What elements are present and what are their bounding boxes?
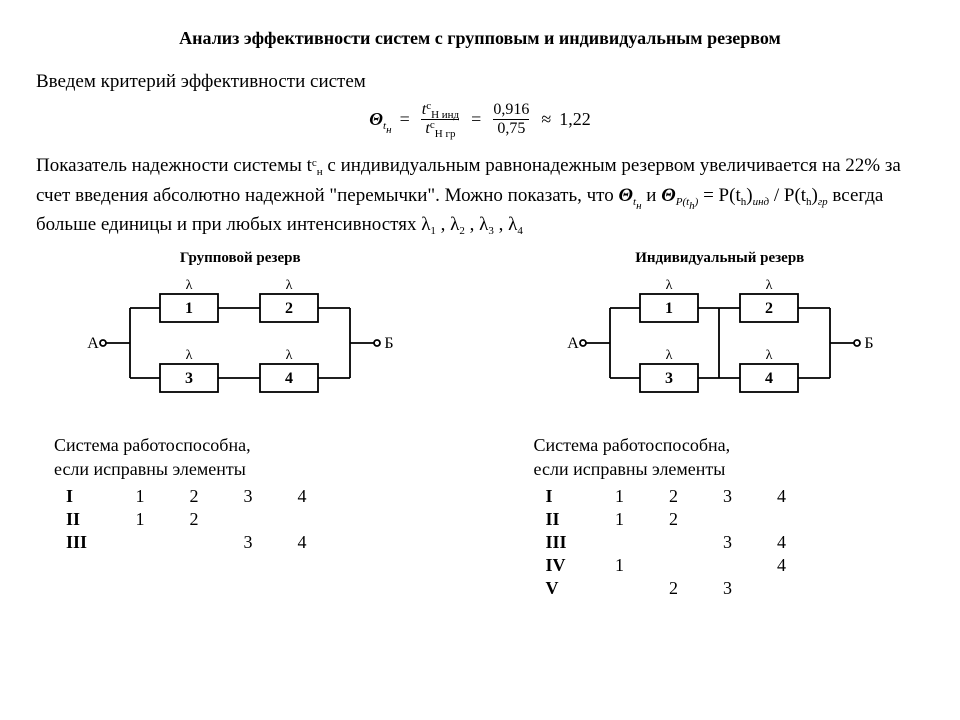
- svg-text:λ: λ: [186, 278, 193, 293]
- state-roman: III: [546, 531, 604, 554]
- state-cell: [712, 554, 766, 577]
- svg-text:1: 1: [665, 300, 673, 317]
- table-row: I1234: [546, 485, 820, 508]
- table-row: I1234: [66, 485, 340, 508]
- individual-states-table: I1234II12III34IV14V23: [546, 485, 820, 600]
- state-cell: 3: [712, 531, 766, 554]
- diagrams-row: Групповой резерв: [36, 250, 924, 601]
- svg-text:λ: λ: [286, 348, 293, 363]
- group-reserve-diagram: А Б 1 2 3 4 λ λ λ λ: [75, 273, 405, 423]
- state-cell: 2: [658, 577, 712, 600]
- state-roman: III: [66, 531, 124, 554]
- table-row: V 23: [546, 577, 820, 600]
- individual-caption: Система работоспособна, если исправны эл…: [534, 433, 924, 482]
- state-cell: 2: [658, 485, 712, 508]
- state-roman: V: [546, 577, 604, 600]
- state-cell: [604, 531, 658, 554]
- equals-2: =: [471, 109, 481, 130]
- equals-1: =: [400, 109, 410, 130]
- explanation-paragraph: Показатель надежности системы tсн с инди…: [36, 151, 924, 239]
- svg-text:λ: λ: [186, 348, 193, 363]
- svg-text:4: 4: [765, 370, 773, 387]
- state-cell: 4: [286, 485, 340, 508]
- svg-text:А: А: [567, 335, 579, 352]
- svg-text:λ: λ: [765, 348, 772, 363]
- svg-text:2: 2: [765, 300, 773, 317]
- state-cell: [178, 531, 232, 554]
- state-cell: [124, 531, 178, 554]
- table-row: II12: [66, 508, 340, 531]
- state-roman: I: [546, 485, 604, 508]
- state-cell: 3: [232, 531, 286, 554]
- individual-reserve-title: Индивидуальный резерв: [516, 250, 924, 267]
- state-cell: 2: [178, 485, 232, 508]
- state-cell: 2: [178, 508, 232, 531]
- svg-text:Б: Б: [864, 335, 873, 352]
- page: Анализ эффективности систем с групповым …: [0, 0, 960, 720]
- state-roman: II: [546, 508, 604, 531]
- state-cell: 1: [604, 485, 658, 508]
- group-reserve-title: Групповой резерв: [36, 250, 444, 267]
- state-cell: [712, 508, 766, 531]
- state-roman: II: [66, 508, 124, 531]
- state-cell: [766, 508, 820, 531]
- theta-symbol: Θtн: [369, 109, 391, 130]
- table-row: III 34: [66, 531, 340, 554]
- efficiency-formula: Θtн = tсН инд tсН гр = 0,916 0,75 ≈ 1,22: [36, 101, 924, 137]
- svg-text:3: 3: [665, 370, 673, 387]
- state-cell: 1: [604, 554, 658, 577]
- formula-result: 1,22: [559, 109, 591, 130]
- state-cell: 4: [286, 531, 340, 554]
- state-cell: 2: [658, 508, 712, 531]
- state-cell: 3: [712, 577, 766, 600]
- svg-text:2: 2: [285, 300, 293, 317]
- fraction-numeric: 0,916 0,75: [489, 101, 533, 137]
- state-cell: [604, 577, 658, 600]
- table-row: II12: [546, 508, 820, 531]
- node-b-label: Б: [385, 335, 394, 352]
- table-row: III 34: [546, 531, 820, 554]
- group-reserve-column: Групповой резерв: [36, 250, 444, 601]
- group-states-table: I1234II12III34: [66, 485, 340, 554]
- state-cell: [232, 508, 286, 531]
- state-cell: 4: [766, 554, 820, 577]
- fraction-symbolic: tсН инд tсН гр: [418, 101, 463, 137]
- svg-text:3: 3: [185, 370, 193, 387]
- state-roman: I: [66, 485, 124, 508]
- state-cell: [766, 577, 820, 600]
- state-cell: 1: [604, 508, 658, 531]
- approx-symbol: ≈: [541, 109, 551, 130]
- state-cell: [658, 531, 712, 554]
- svg-text:λ: λ: [665, 348, 672, 363]
- state-cell: 4: [766, 531, 820, 554]
- svg-text:4: 4: [285, 370, 293, 387]
- state-cell: 1: [124, 485, 178, 508]
- node-a-label: А: [87, 335, 99, 352]
- svg-text:λ: λ: [765, 278, 772, 293]
- page-title: Анализ эффективности систем с групповым …: [36, 28, 924, 49]
- state-cell: 1: [124, 508, 178, 531]
- individual-reserve-column: Индивидуальный резерв: [516, 250, 924, 601]
- state-cell: 3: [712, 485, 766, 508]
- state-cell: 3: [232, 485, 286, 508]
- group-caption: Система работоспособна, если исправны эл…: [54, 433, 444, 482]
- state-cell: [658, 554, 712, 577]
- svg-text:λ: λ: [665, 278, 672, 293]
- table-row: IV1 4: [546, 554, 820, 577]
- svg-text:1: 1: [185, 300, 193, 317]
- svg-text:λ: λ: [286, 278, 293, 293]
- state-cell: 4: [766, 485, 820, 508]
- individual-reserve-diagram: А Б 1 2 3 4 λ λ λ λ: [555, 273, 885, 423]
- state-roman: IV: [546, 554, 604, 577]
- intro-text: Введем критерий эффективности систем: [36, 71, 924, 93]
- state-cell: [286, 508, 340, 531]
